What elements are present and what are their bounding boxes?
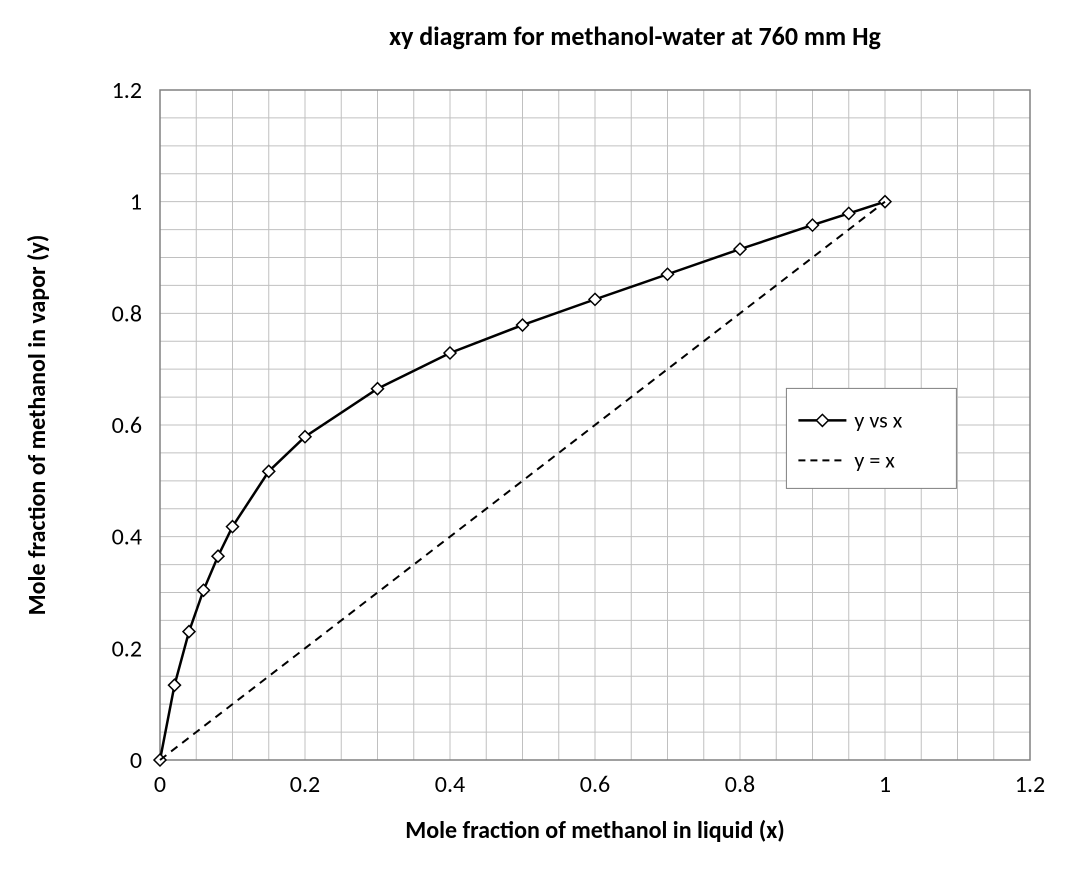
y-tick-label: 0.2: [112, 634, 142, 663]
y-tick-label: 1: [130, 188, 142, 217]
x-tick-label: 0: [154, 770, 166, 799]
y-tick-label: 0.4: [112, 523, 142, 552]
xy-diagram-svg: xy diagram for methanol-water at 760 mm …: [0, 0, 1077, 893]
x-tick-label: 0.4: [435, 770, 465, 799]
y-axis-label: Mole fraction of methanol in vapor (y): [23, 235, 52, 616]
x-tick-label: 0.8: [725, 770, 755, 799]
y-tick-label: 0: [130, 746, 142, 775]
x-tick-label: 0.6: [580, 770, 610, 799]
legend: y vs x y = x: [786, 388, 956, 488]
x-tick-label: 1: [879, 770, 891, 799]
chart-container: xy diagram for methanol-water at 760 mm …: [0, 0, 1077, 893]
x-tick-label: 1.2: [1015, 770, 1045, 799]
chart-title: xy diagram for methanol-water at 760 mm …: [389, 20, 881, 52]
y-tick-label: 1.2: [112, 76, 142, 105]
x-axis-label: Mole fraction of methanol in liquid (x): [405, 816, 784, 845]
y-tick-label: 0.8: [112, 299, 142, 328]
y-tick-label: 0.6: [112, 411, 142, 440]
legend-item-label: y vs x: [854, 406, 902, 433]
x-tick-label: 0.2: [290, 770, 320, 799]
legend-item-label: y = x: [854, 446, 895, 473]
